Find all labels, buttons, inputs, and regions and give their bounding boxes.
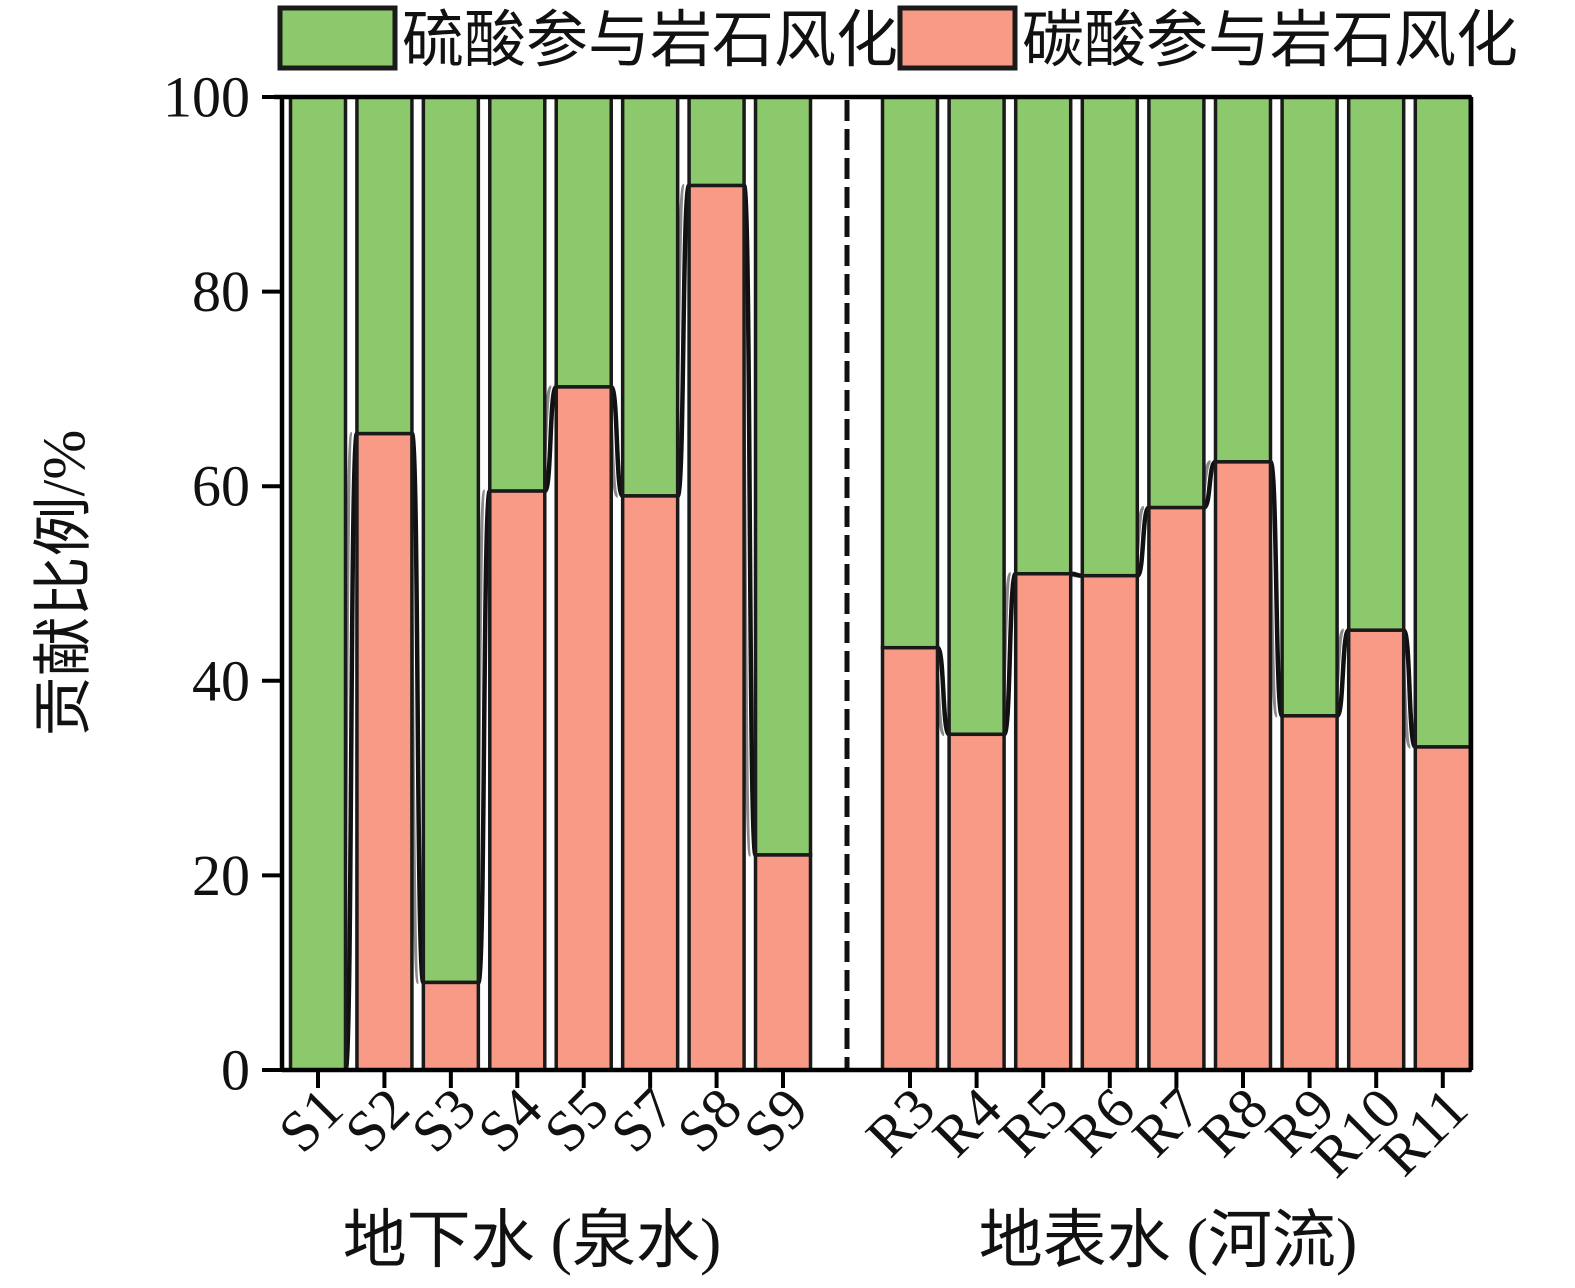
bar-S3-sulfuric: [421, 95, 481, 985]
axes-layer: [274, 94, 1474, 1073]
bar-R6-carbonic: [1080, 573, 1140, 1072]
bar-R5-sulfuric: [1013, 95, 1073, 576]
legend-swatch-carbonic: [897, 5, 1018, 71]
bar-S7-carbonic: [620, 494, 680, 1072]
group-label-groundwater: 地下水 (泉水): [343, 1205, 722, 1276]
connector-line: [1001, 571, 1018, 737]
bar-R8-carbonic: [1213, 460, 1273, 1072]
bar-S3-carbonic: [421, 980, 481, 1072]
bar-R5-carbonic: [1013, 572, 1073, 1072]
bar-R11-sulfuric: [1413, 95, 1473, 749]
bar-R4-carbonic: [947, 732, 1006, 1072]
legend-label-sulfuric: 硫酸参与岩石风化: [402, 7, 898, 75]
bar-R10-carbonic: [1346, 628, 1406, 1072]
bar-R6-sulfuric: [1080, 95, 1140, 578]
bar-R3-carbonic: [880, 645, 940, 1072]
bar-S4-sulfuric: [488, 95, 547, 493]
legend-label-carbonic: 碳酸参与岩石风化: [1022, 7, 1518, 75]
connector-line: [935, 645, 952, 737]
bar-S4-carbonic: [488, 489, 547, 1072]
bars-layer: [288, 95, 1473, 1072]
bar-S2-carbonic: [355, 431, 414, 1072]
bar-S8-sulfuric: [687, 95, 746, 188]
ticks-layer: [262, 95, 1445, 1088]
connector-line: [608, 384, 625, 499]
y-tick-label-40: 40: [192, 648, 250, 713]
connector-line: [675, 183, 692, 499]
legend: 硫酸参与岩石风化 碳酸参与岩石风化: [277, 5, 1518, 75]
bar-S9-sulfuric: [753, 95, 813, 857]
x-tick-label-S9: S9: [731, 1075, 820, 1164]
bar-R9-carbonic: [1280, 714, 1339, 1072]
bar-S7-sulfuric: [620, 95, 680, 498]
connector-line: [343, 431, 360, 1073]
legend-swatch-sulfuric: [277, 5, 398, 71]
connector-line: [542, 384, 559, 494]
bar-S2-sulfuric: [355, 95, 414, 436]
bar-S5-sulfuric: [554, 95, 613, 389]
bar-S9-carbonic: [753, 853, 813, 1072]
bar-R11-carbonic: [1413, 745, 1473, 1072]
connector-line: [741, 183, 758, 858]
connector-line: [1334, 627, 1351, 719]
y-tick-label-80: 80: [192, 259, 250, 324]
connector-line: [1135, 505, 1152, 578]
y-axis-title: 贡献比例/%: [31, 430, 97, 737]
bar-S1-sulfuric: [288, 95, 348, 1072]
connector-line: [409, 431, 426, 985]
bar-R9-sulfuric: [1280, 95, 1339, 718]
bar-R3-sulfuric: [880, 95, 940, 650]
bar-S8-carbonic: [687, 183, 746, 1072]
y-tick-label-0: 0: [221, 1038, 250, 1103]
connector-line: [1401, 627, 1418, 750]
y-tick-label-20: 20: [192, 843, 250, 908]
y-tick-label-100: 100: [163, 65, 250, 130]
bar-R7-carbonic: [1147, 505, 1206, 1072]
bar-R4-sulfuric: [947, 95, 1006, 737]
group-label-surface-water: 地表水 (河流): [979, 1205, 1358, 1276]
bar-R7-sulfuric: [1147, 95, 1206, 510]
bar-S5-carbonic: [554, 385, 613, 1072]
connector-line: [1268, 459, 1285, 719]
connector-line: [476, 488, 493, 985]
y-tick-label-60: 60: [192, 454, 250, 519]
bar-R8-sulfuric: [1213, 95, 1273, 464]
bar-R10-sulfuric: [1346, 95, 1406, 632]
